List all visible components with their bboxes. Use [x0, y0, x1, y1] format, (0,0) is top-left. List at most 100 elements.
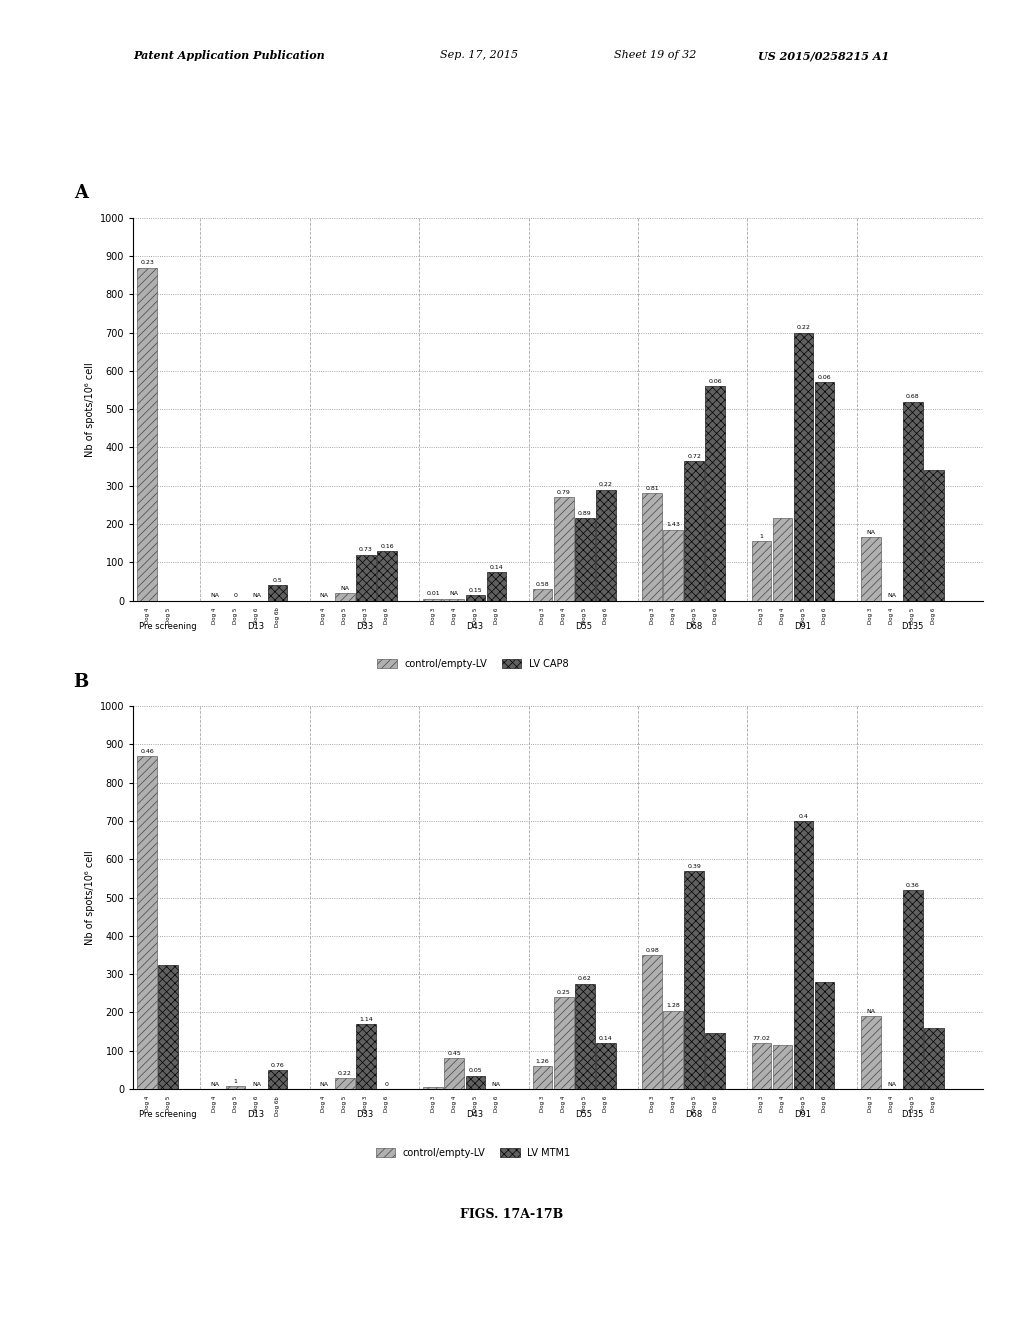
Text: Dog 3: Dog 3 [759, 607, 764, 624]
Text: Dog 3: Dog 3 [649, 1096, 654, 1113]
Text: Dog 6: Dog 6 [932, 607, 937, 624]
Text: Dog 4: Dog 4 [780, 1096, 785, 1113]
Text: 0.72: 0.72 [687, 454, 701, 458]
Text: 0.46: 0.46 [140, 748, 154, 754]
Bar [335, 1078, 354, 1089]
Text: NA: NA [450, 591, 459, 597]
Bar [924, 1028, 944, 1089]
Text: Dog 3: Dog 3 [649, 607, 654, 624]
Text: Dog 5: Dog 5 [233, 1096, 238, 1113]
Bar [794, 821, 813, 1089]
Bar [137, 268, 157, 601]
Bar [752, 1043, 771, 1089]
Bar [684, 461, 703, 601]
Bar [642, 956, 662, 1089]
Bar [684, 871, 703, 1089]
Y-axis label: Nb of spots/10⁶ cell: Nb of spots/10⁶ cell [85, 362, 95, 457]
Bar [335, 593, 354, 601]
Text: Dog 4: Dog 4 [561, 1096, 566, 1113]
Text: Dog 6: Dog 6 [603, 607, 608, 624]
Text: NA: NA [340, 586, 349, 590]
Text: Dog 3: Dog 3 [364, 607, 369, 624]
Text: B: B [74, 673, 89, 690]
Text: Dog 5: Dog 5 [910, 1096, 915, 1113]
Text: 0.5: 0.5 [272, 578, 283, 583]
Text: D43: D43 [466, 1110, 483, 1119]
Text: NA: NA [888, 1081, 896, 1086]
Text: Dog 3: Dog 3 [431, 607, 436, 624]
Text: NA: NA [210, 593, 219, 598]
Text: 0.15: 0.15 [469, 587, 482, 593]
Text: Dog 3: Dog 3 [868, 607, 873, 624]
Text: 1.28: 1.28 [667, 1003, 680, 1008]
Text: 0.22: 0.22 [599, 482, 612, 487]
Text: Dog 3: Dog 3 [364, 1096, 369, 1113]
Text: NA: NA [319, 1081, 329, 1086]
Text: Dog 4: Dog 4 [780, 607, 785, 624]
Bar [356, 554, 376, 601]
Text: 0.05: 0.05 [469, 1068, 482, 1073]
Y-axis label: Nb of spots/10⁶ cell: Nb of spots/10⁶ cell [85, 850, 95, 945]
Bar [815, 982, 835, 1089]
Bar [466, 595, 485, 601]
Text: 0: 0 [385, 1081, 389, 1086]
Bar [377, 550, 396, 601]
Text: 0.16: 0.16 [380, 544, 394, 549]
Text: Dog 5: Dog 5 [691, 607, 696, 624]
Text: Dog 6: Dog 6 [254, 1096, 259, 1113]
Text: Dog 3: Dog 3 [431, 1096, 436, 1113]
Text: Dog 4: Dog 4 [212, 1096, 217, 1113]
Text: NA: NA [492, 1081, 501, 1086]
Bar [424, 1088, 443, 1089]
Text: Dog 4: Dog 4 [890, 1096, 894, 1113]
Text: FIGS. 17A-17B: FIGS. 17A-17B [461, 1208, 563, 1221]
Text: NA: NA [866, 531, 876, 535]
Text: 0: 0 [233, 593, 238, 598]
Bar [137, 756, 157, 1089]
Text: 0.22: 0.22 [797, 325, 810, 330]
Bar [861, 537, 881, 601]
Text: 0.14: 0.14 [599, 1036, 612, 1040]
Text: NA: NA [866, 1008, 876, 1014]
Bar [486, 572, 506, 601]
Bar [267, 1069, 288, 1089]
Text: 0.45: 0.45 [447, 1051, 461, 1056]
Text: Dog 4: Dog 4 [212, 607, 217, 624]
Text: Pre screening: Pre screening [138, 622, 197, 631]
Bar [706, 1034, 725, 1089]
Text: D13: D13 [247, 622, 264, 631]
Text: NA: NA [210, 1081, 219, 1086]
Text: D91: D91 [795, 622, 811, 631]
Bar [554, 997, 573, 1089]
Text: Dog 4: Dog 4 [322, 607, 327, 624]
Text: Dog 3: Dog 3 [868, 1096, 873, 1113]
Text: Dog 4: Dog 4 [671, 1096, 676, 1113]
Bar [924, 470, 944, 601]
Text: 0.98: 0.98 [645, 948, 658, 953]
Bar [532, 1067, 553, 1089]
Text: D43: D43 [466, 622, 483, 631]
Text: 0.23: 0.23 [140, 260, 154, 265]
Text: D55: D55 [575, 1110, 593, 1119]
Text: Dog 4: Dog 4 [452, 607, 457, 624]
Bar [466, 1076, 485, 1089]
Text: US 2015/0258215 A1: US 2015/0258215 A1 [758, 50, 889, 61]
Text: Dog 5: Dog 5 [801, 1096, 806, 1113]
Text: Patent Application Publication: Patent Application Publication [133, 50, 325, 61]
Bar [532, 589, 553, 601]
Bar [225, 1086, 246, 1089]
Bar [794, 333, 813, 601]
Text: 1: 1 [233, 1078, 238, 1084]
Text: Sep. 17, 2015: Sep. 17, 2015 [440, 50, 518, 61]
Text: 0.06: 0.06 [818, 375, 831, 380]
Bar [444, 1059, 464, 1089]
Text: Dog 6: Dog 6 [384, 1096, 389, 1113]
Text: 0.81: 0.81 [645, 486, 658, 491]
Text: NA: NA [888, 593, 896, 598]
Text: Dog 6: Dog 6 [494, 1096, 499, 1113]
Text: D135: D135 [901, 622, 924, 631]
Text: 0.62: 0.62 [578, 977, 592, 982]
Text: Dog 5: Dog 5 [342, 1096, 347, 1113]
Legend: control/empty-LV, LV CAP8: control/empty-LV, LV CAP8 [374, 655, 572, 673]
Text: Dog 4: Dog 4 [561, 607, 566, 624]
